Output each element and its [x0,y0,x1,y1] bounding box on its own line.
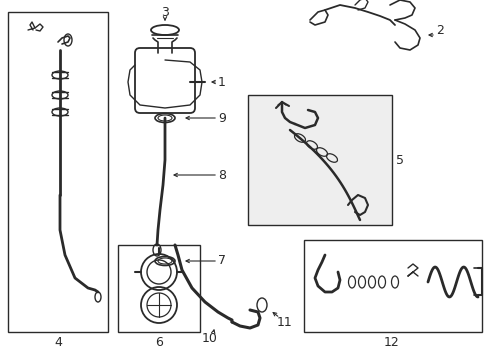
Bar [118,245,200,332]
Text: 6: 6 [155,336,163,348]
Text: 2: 2 [436,23,444,36]
Text: 3: 3 [161,5,169,18]
Text: 1: 1 [218,76,226,89]
Text: 9: 9 [218,112,226,125]
Bar [8,12,108,332]
Bar [248,95,392,225]
Text: 12: 12 [384,336,400,348]
Text: 4: 4 [54,336,62,348]
Text: 11: 11 [277,315,293,328]
Text: 7: 7 [218,255,226,267]
Bar [304,240,482,332]
Text: 5: 5 [396,153,404,166]
Text: 8: 8 [218,168,226,181]
Text: 10: 10 [202,332,218,345]
